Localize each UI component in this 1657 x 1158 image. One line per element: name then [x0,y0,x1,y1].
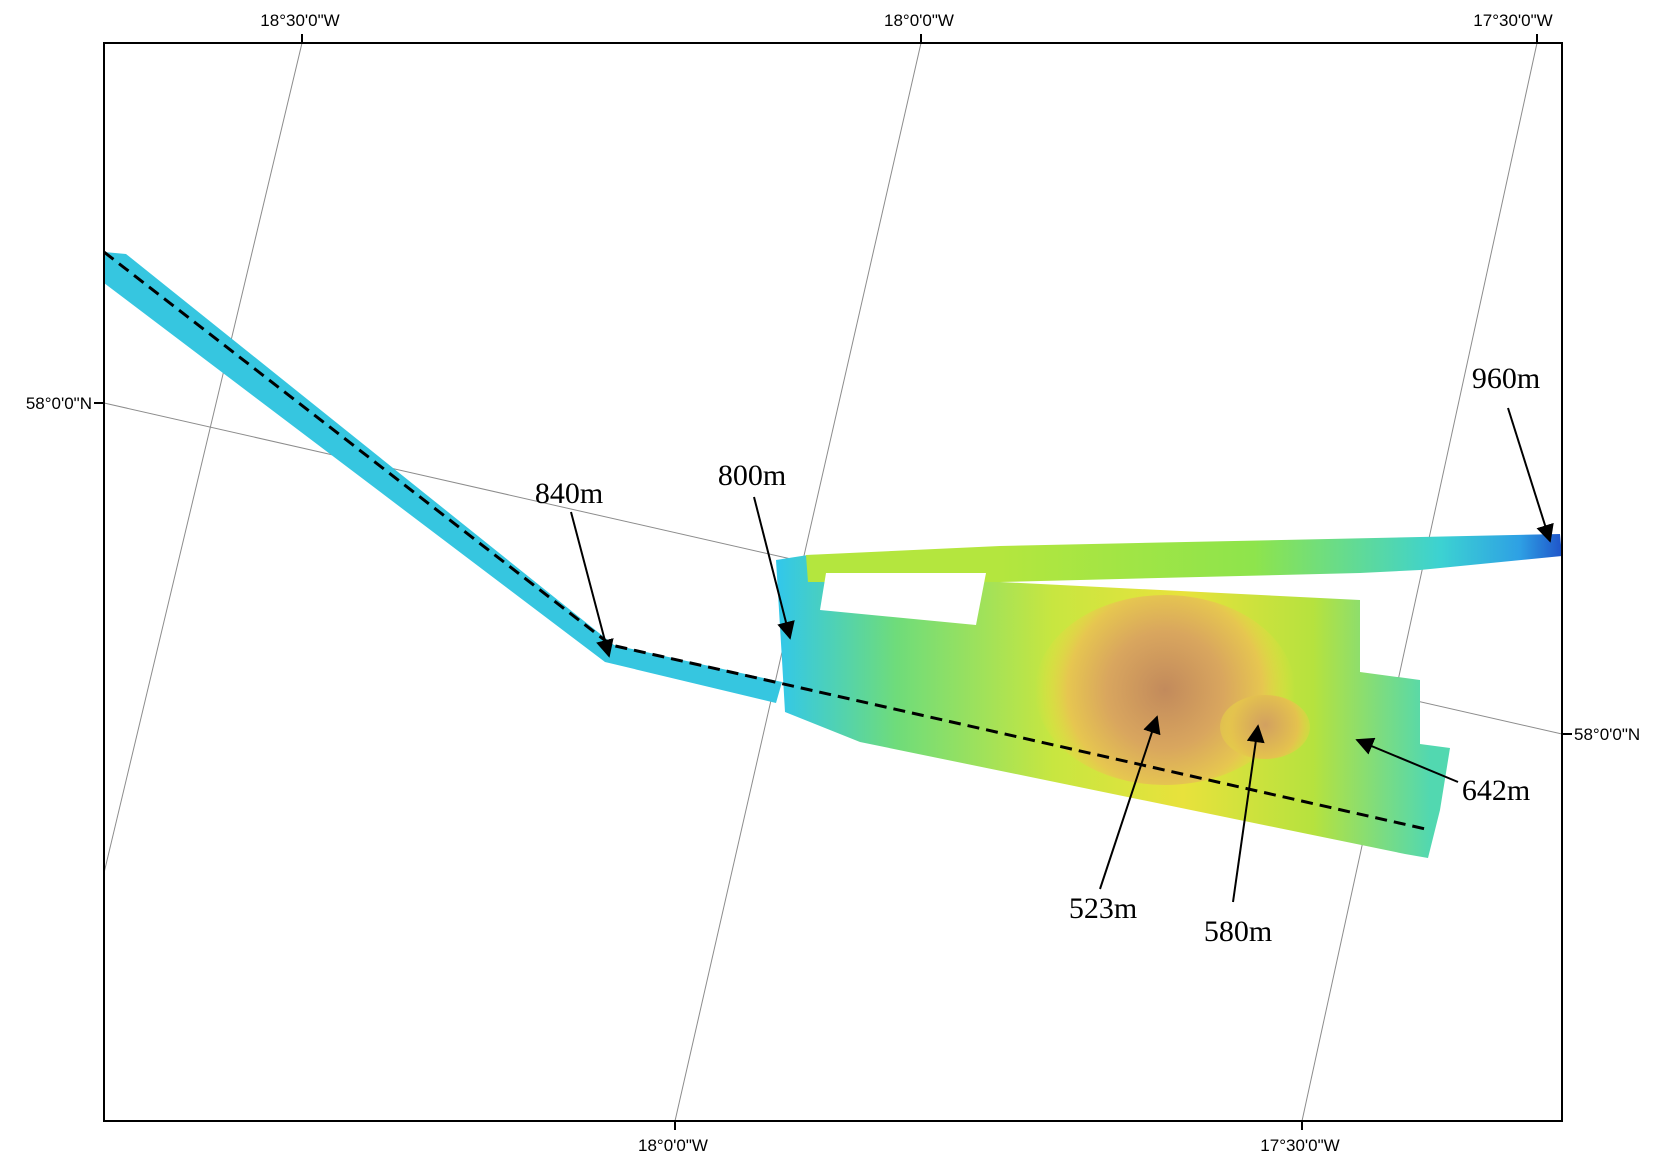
arrow-580m [1232,724,1265,903]
data-gap [820,573,986,625]
depth-label-840m: 840m [535,477,603,510]
grid-label-bottom-17-30w: 17°30'0"W [1260,1136,1339,1155]
depth-label-800m: 800m [718,459,786,492]
grid-label-bottom-18-00w: 18°0'0"W [638,1136,708,1155]
arrow-523m [1099,715,1161,890]
bathymetry-swaths [104,252,1562,858]
depth-label-523m: 523m [1069,892,1137,925]
swath-northwest-diagonal [104,252,782,703]
depth-label-960m: 960m [1472,362,1540,395]
depth-label-580m: 580m [1204,915,1272,948]
grid-label-right-58n: 58°0'0"N [1574,725,1640,744]
frame-ticks [94,34,1572,1130]
grid-label-left-58n: 58°0'0"N [26,394,92,413]
swath-east-extension [806,534,1562,582]
depth-label-642m: 642m [1462,774,1530,807]
grid-label-top-17-30w: 17°30'0"W [1473,11,1552,30]
grid-label-top-18-00w: 18°0'0"W [884,11,954,30]
seamount-peak-642 [1340,731,1384,763]
meridian-18-30-w [104,43,303,874]
arrow-642m [1355,737,1459,783]
map-frame [103,42,1563,1122]
depth-arrows [570,407,1554,903]
arrow-800m [753,496,795,640]
arrow-960m [1507,407,1554,543]
ship-track [104,250,1431,832]
meridian-17-30-w [1301,43,1538,1121]
seamount-peak-580 [1220,695,1310,759]
grid-label-top-18-30w: 18°30'0"W [260,11,339,30]
arrow-840m [570,511,614,658]
